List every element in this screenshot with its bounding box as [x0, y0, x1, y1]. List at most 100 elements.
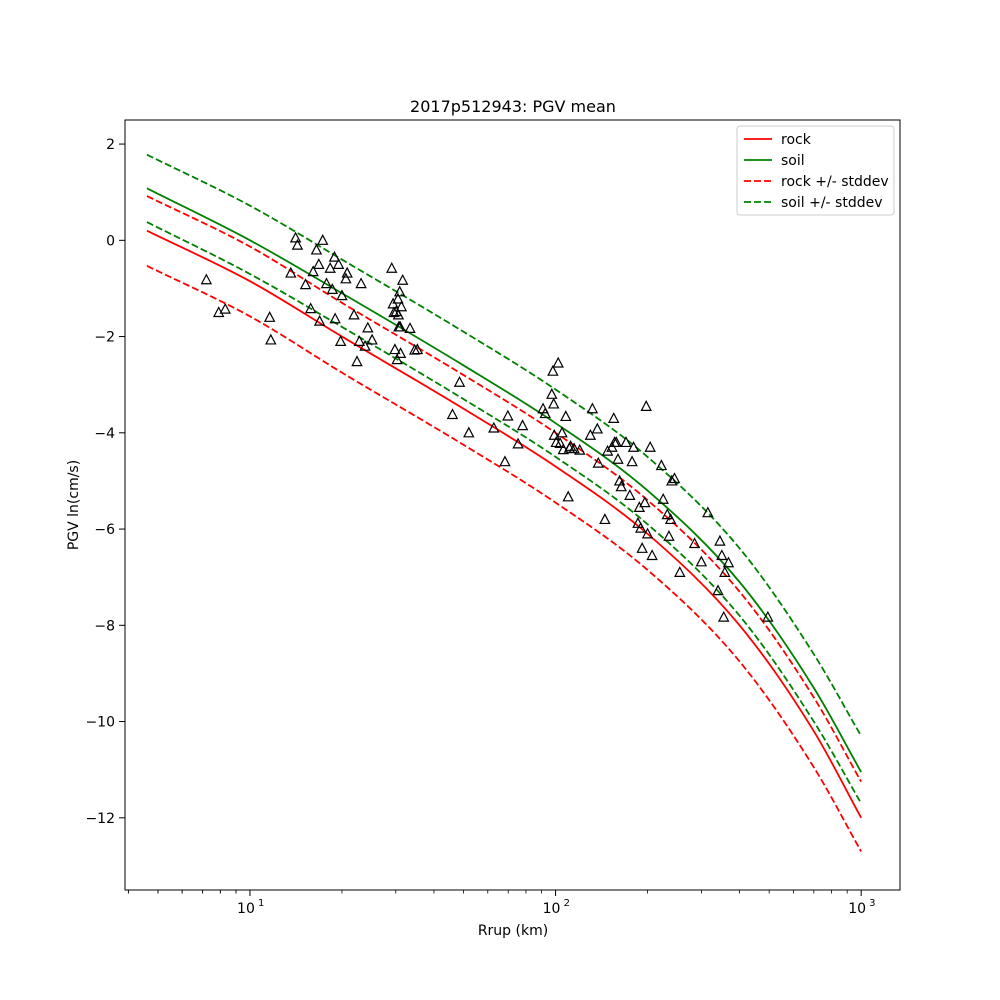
observation-point [610, 436, 623, 448]
observation-point [299, 278, 312, 290]
observation-point [546, 388, 558, 399]
observation-point [655, 459, 668, 471]
observation-point [313, 314, 326, 326]
observation-point [307, 265, 319, 277]
observation-point [547, 364, 559, 376]
observation-point [636, 542, 648, 553]
observation-point [366, 333, 378, 345]
y-tick-label: 2 [106, 137, 115, 153]
observation-point [661, 508, 673, 520]
observation-point [200, 273, 213, 285]
legend-label: soil [781, 153, 805, 169]
observation-point [463, 426, 475, 438]
series-line-0 [146, 229, 862, 819]
y-tick-label: −2 [94, 330, 115, 346]
observation-point [348, 308, 360, 320]
y-tick-label: −12 [85, 811, 115, 827]
observation-point [627, 440, 640, 452]
observation-point [516, 419, 529, 431]
observation-point [688, 537, 701, 549]
x-tick-exponent: 3 [869, 898, 875, 909]
plot-frame [124, 119, 901, 891]
observation-point [340, 272, 352, 284]
x-tick-label: 10 [543, 901, 561, 917]
observation-point [586, 402, 599, 414]
observation-point [332, 258, 345, 269]
observation-point [539, 407, 551, 419]
series-line-1 [146, 187, 862, 773]
observation-point [388, 306, 400, 318]
observation-point [334, 335, 347, 346]
observation-point [328, 250, 341, 262]
y-tick-label: −8 [94, 618, 115, 634]
observation-point [657, 492, 669, 504]
observation-point [389, 343, 401, 355]
observation-point [310, 243, 323, 255]
x-tick-exponent: 1 [258, 898, 264, 909]
observation-point [285, 266, 297, 278]
observation-point [362, 321, 374, 333]
observation-point [219, 302, 231, 314]
observation-point [341, 266, 353, 278]
observation-point [326, 283, 339, 294]
observation-point [392, 292, 404, 304]
observation-point [712, 584, 724, 596]
observation-point [574, 443, 586, 455]
x-tick-label: 10 [237, 901, 255, 917]
observation-point [635, 521, 647, 533]
observation-point [316, 234, 329, 245]
y-tick-label: 0 [106, 233, 115, 249]
y-axis-label: PGV ln(cm/s) [66, 460, 82, 550]
observation-points [200, 231, 774, 622]
observation-point [722, 556, 735, 568]
legend: rock soil rock +/- stddev soil +/- stddev [736, 125, 895, 216]
observation-point [411, 343, 424, 355]
observation-point [453, 375, 466, 387]
plot-area [125, 120, 900, 890]
series-line-3 [146, 265, 862, 852]
observation-point [562, 490, 574, 502]
observation-point [391, 353, 403, 365]
observation-point [620, 436, 632, 448]
observation-point [359, 339, 371, 351]
x-axis: 10 1 10 2 10 3 [127, 890, 876, 917]
y-tick-label: −6 [94, 522, 115, 538]
observation-point [615, 480, 627, 492]
observation-point [640, 400, 652, 411]
observation-point [695, 555, 708, 567]
observation-point [313, 258, 325, 269]
observation-point [584, 428, 597, 440]
series-line-4 [146, 153, 862, 737]
observation-point [355, 277, 367, 289]
observation-point [488, 421, 500, 433]
legend-label: soil +/- stddev [781, 195, 883, 211]
legend-box [736, 125, 895, 216]
observation-point [394, 320, 406, 332]
observation-point [592, 456, 605, 468]
observation-point [663, 529, 675, 541]
observation-point [716, 549, 728, 561]
observation-point [552, 356, 564, 368]
observation-point [392, 308, 405, 320]
y-tick-label: −4 [94, 426, 115, 442]
observation-point [626, 455, 638, 467]
observation-point [353, 335, 366, 346]
observation-point [612, 452, 624, 464]
observation-point [666, 474, 678, 486]
observation-point [719, 566, 731, 577]
observation-point [702, 506, 714, 518]
observation-point [304, 302, 317, 314]
observation-point [624, 489, 636, 500]
legend-label: rock [781, 132, 812, 148]
observation-point [289, 231, 302, 243]
observation-point [646, 549, 658, 561]
x-axis-label: Rrup (km) [478, 923, 548, 939]
observation-point [714, 534, 726, 546]
observation-point [560, 410, 572, 422]
observation-point [324, 261, 336, 273]
observation-point [664, 513, 677, 525]
observation-point [762, 610, 774, 622]
observation-point [547, 397, 560, 409]
observation-point [717, 610, 730, 622]
observation-point [336, 289, 348, 301]
